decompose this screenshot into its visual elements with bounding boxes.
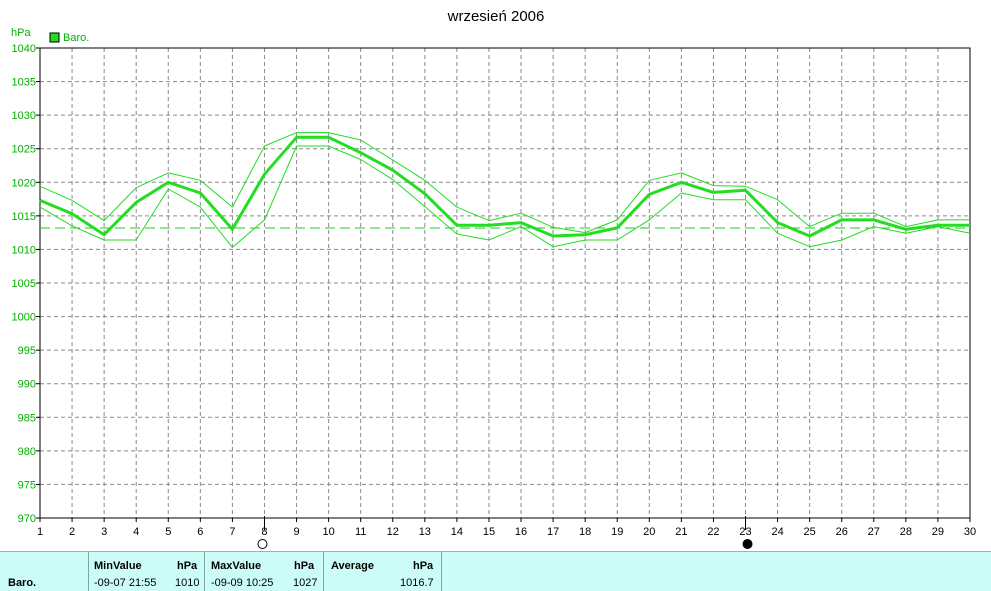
series-line-mean [39, 135, 970, 238]
x-tick-label: 2 [69, 526, 75, 538]
min-value-time: -09-07 21:55 [94, 577, 157, 589]
x-tick-label: 1 [37, 526, 43, 538]
y-tick-label: 995 [18, 345, 36, 357]
x-tick-label: 8 [261, 526, 267, 538]
legend-label: Baro. [63, 32, 89, 44]
x-tick-label: 12 [387, 526, 399, 538]
x-tick-label: 17 [547, 526, 559, 538]
y-tick-label: 1015 [12, 211, 36, 223]
pressure-chart: wrzesień 2006 hPa Baro. 9709759809859909… [11, 8, 976, 549]
y-tick-label: 1030 [12, 110, 36, 122]
x-tick-label: 6 [197, 526, 203, 538]
x-tick-label: 23 [739, 526, 751, 538]
min-value-header: MinValue [94, 560, 142, 572]
stats-row-label: Baro. [8, 577, 37, 589]
x-tick-label: 20 [643, 526, 655, 538]
x-tick-label: 10 [322, 526, 334, 538]
chart-title: wrzesień 2006 [447, 8, 545, 25]
x-tick-label: 7 [229, 526, 235, 538]
x-tick-label: 9 [293, 526, 299, 538]
plot-frame [39, 47, 971, 519]
average-cell: Average hPa 1016.7 [324, 552, 442, 591]
x-tick-label: 15 [483, 526, 495, 538]
x-tick-label: 28 [900, 526, 912, 538]
y-tick-label: 985 [18, 412, 36, 424]
x-tick-label: 27 [868, 526, 880, 538]
min-value-unit: hPa [177, 560, 198, 572]
y-tick-label: 1025 [12, 144, 36, 156]
y-tick-label: 990 [18, 379, 36, 391]
x-tick-label: 16 [515, 526, 527, 538]
legend-swatch [49, 32, 60, 43]
x-tick-label: 26 [836, 526, 848, 538]
y-tick-label: 970 [18, 513, 36, 525]
max-value-header: MaxValue [211, 560, 262, 572]
y-tick-label: 1010 [12, 244, 36, 256]
y-tick-label: 975 [18, 479, 36, 491]
y-tick-label: 1000 [12, 312, 36, 324]
x-tick-label: 30 [964, 526, 976, 538]
max-value-unit: hPa [294, 560, 315, 572]
max-value-number: 1027 [293, 577, 318, 589]
y-tick-label: 1040 [12, 43, 36, 55]
open-circle-marker [257, 539, 268, 549]
y-tick-label: 1020 [12, 177, 36, 189]
series-line-min [39, 145, 971, 248]
x-tick-label: 14 [451, 526, 463, 538]
x-tick-label: 3 [101, 526, 107, 538]
x-tick-label: 4 [133, 526, 139, 538]
max-value-time: -09-09 10:25 [211, 577, 274, 589]
y-tick-label: 1005 [12, 278, 36, 290]
y-axis-unit: hPa [11, 27, 31, 39]
filled-circle-marker [742, 539, 753, 549]
y-tick-label: 1035 [12, 77, 36, 89]
x-tick-label: 13 [419, 526, 431, 538]
x-tick-label: 11 [355, 526, 366, 538]
average-unit: hPa [413, 560, 434, 572]
x-tick-label: 19 [611, 526, 623, 538]
min-value-number: 1010 [175, 577, 200, 589]
x-tick-label: 18 [579, 526, 591, 538]
min-value-cell: MinValue hPa -09-07 21:55 1010 [89, 552, 205, 591]
x-tick-label: 21 [675, 526, 687, 538]
x-tick-label: 24 [771, 526, 783, 538]
x-tick-label: 29 [932, 526, 944, 538]
average-number: 1016.7 [400, 577, 434, 589]
stats-panel: Baro. MinValue hPa -09-07 21:55 1010 Max… [0, 551, 991, 591]
x-tick-label: 25 [804, 526, 816, 538]
stats-label-cell: Baro. [0, 552, 89, 591]
x-tick-label: 5 [165, 526, 171, 538]
y-tick-label: 980 [18, 446, 36, 458]
average-header: Average [331, 560, 375, 572]
series-line-max [39, 132, 970, 234]
x-tick-label: 22 [707, 526, 719, 538]
max-value-cell: MaxValue hPa -09-09 10:25 1027 [205, 552, 324, 591]
